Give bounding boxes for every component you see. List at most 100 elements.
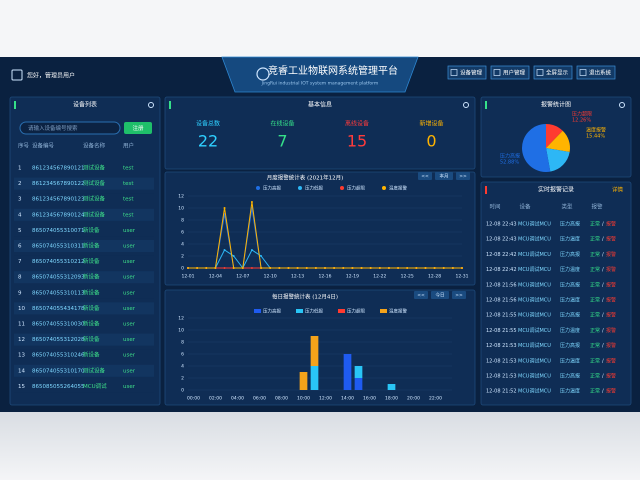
- log-cell: MCU调试MCU: [518, 342, 551, 349]
- panel: [164, 171, 476, 286]
- table-row[interactable]: [14, 380, 154, 393]
- table-cell: 865074055312093: [32, 275, 85, 281]
- nav-button[interactable]: [414, 291, 428, 299]
- table-row[interactable]: [14, 240, 154, 252]
- nav-button-label[interactable]: 用户管理: [503, 68, 526, 76]
- log-cell: 报警: [606, 266, 616, 273]
- table-row[interactable]: [14, 302, 154, 315]
- x-tick-label: 12-16: [318, 274, 331, 280]
- legend-swatch: [338, 309, 345, 313]
- logo: [256, 67, 270, 81]
- title-banner: [221, 56, 419, 93]
- table-cell: 865074055310170: [32, 368, 85, 374]
- app-title: 竞睿工业物联网系统管理平台: [268, 64, 398, 77]
- table-row[interactable]: [14, 286, 154, 299]
- panel: [480, 181, 632, 406]
- nav-label[interactable]: <<: [417, 293, 425, 299]
- y-tick-label: 6: [181, 352, 184, 358]
- nav-button-label[interactable]: 设备管理: [460, 68, 483, 76]
- table-cell: 14: [18, 368, 25, 374]
- bar-segment: [299, 372, 308, 390]
- x-tick-label: 10:00: [297, 396, 310, 402]
- nav-label[interactable]: <<: [421, 174, 429, 180]
- y-tick-label: 12: [178, 194, 184, 200]
- nav-button[interactable]: [418, 172, 432, 180]
- table-row[interactable]: [14, 333, 154, 346]
- nav-button[interactable]: [576, 65, 616, 80]
- log-cell: 压力高报: [560, 342, 580, 349]
- table-cell: 测试设备: [83, 366, 106, 374]
- line-point: [278, 267, 281, 269]
- log-cell: MCU调试MCU: [518, 236, 551, 243]
- line-point: [433, 267, 436, 269]
- table-row[interactable]: [14, 162, 154, 174]
- table-row[interactable]: [14, 349, 154, 362]
- pie-value-label: 15.44%: [586, 134, 605, 140]
- refresh[interactable]: [148, 102, 154, 108]
- log-cell: /: [602, 313, 604, 319]
- table-row[interactable]: [14, 177, 154, 190]
- refresh[interactable]: [619, 102, 625, 108]
- nav-button-label[interactable]: 退出系统: [589, 68, 612, 76]
- line-point: [387, 267, 390, 269]
- accent: [169, 101, 171, 109]
- table-row[interactable]: [14, 271, 154, 284]
- log-cell: 正常: [590, 342, 600, 349]
- line-point: [187, 267, 189, 269]
- register-label[interactable]: 注册: [132, 124, 144, 132]
- table-row[interactable]: [14, 193, 154, 206]
- log-cell: 报警: [606, 312, 616, 319]
- table-cell: 新设备: [83, 273, 100, 281]
- nav-button[interactable]: [533, 65, 573, 80]
- log-cell: /: [602, 252, 604, 258]
- table-row[interactable]: [14, 364, 154, 377]
- nav-label[interactable]: >>: [455, 293, 463, 299]
- panel-title: 基本信息: [308, 101, 332, 109]
- stat-value: 15: [347, 132, 367, 151]
- register-button[interactable]: [124, 122, 152, 134]
- nav-button-label[interactable]: 全屏显示: [546, 68, 569, 76]
- table-cell: 测试设备: [83, 210, 106, 218]
- nav-label[interactable]: 本月: [440, 173, 449, 180]
- y-tick-label: 12: [178, 316, 184, 322]
- pie-slice: [521, 124, 551, 172]
- line-point: [442, 267, 445, 269]
- pie-value-label: 12.26%: [572, 118, 591, 124]
- table-row[interactable]: [14, 224, 154, 237]
- table-cell: 新设备: [83, 304, 100, 312]
- log-cell: MCU调试MCU: [518, 297, 551, 304]
- nav-button[interactable]: [447, 65, 487, 80]
- table-cell: 新设备: [83, 242, 100, 250]
- table-cell: 865074055310030: [32, 322, 85, 328]
- line-point: [196, 267, 199, 269]
- bar-segment: [310, 366, 319, 390]
- nav-button[interactable]: [452, 291, 466, 299]
- nav-button[interactable]: [435, 172, 453, 180]
- nav-button[interactable]: [431, 291, 449, 299]
- table-cell: 15: [18, 384, 25, 390]
- table-cell: 865074055310113: [32, 290, 85, 296]
- nav-label[interactable]: 今日: [436, 292, 445, 299]
- log-cell: 压力高报: [560, 221, 580, 228]
- details-link[interactable]: 详情: [612, 186, 624, 194]
- log-cell: 报警: [606, 373, 616, 380]
- legend-swatch: [254, 309, 261, 313]
- search-input[interactable]: [19, 121, 121, 135]
- nav-label[interactable]: >>: [459, 174, 467, 180]
- table-row[interactable]: [14, 255, 154, 268]
- table-row[interactable]: [14, 208, 154, 221]
- table-row[interactable]: [14, 318, 154, 330]
- log-cell: /: [602, 358, 604, 364]
- table-cell: 新设备: [83, 320, 100, 328]
- line-point: [250, 201, 253, 203]
- refresh[interactable]: [463, 102, 469, 108]
- legend-label: 温度报警: [389, 185, 407, 192]
- log-cell: 压力温度: [560, 236, 580, 243]
- log-cell: 12-08 22:43: [486, 237, 517, 243]
- nav-button[interactable]: [456, 172, 470, 180]
- table-cell: 测试设备: [83, 164, 106, 172]
- accents: [14, 101, 487, 194]
- search-placeholder[interactable]: 请输入设备编号搜索: [28, 124, 78, 132]
- log-cell: MCU调试MCU: [518, 373, 551, 380]
- nav-button[interactable]: [490, 65, 530, 80]
